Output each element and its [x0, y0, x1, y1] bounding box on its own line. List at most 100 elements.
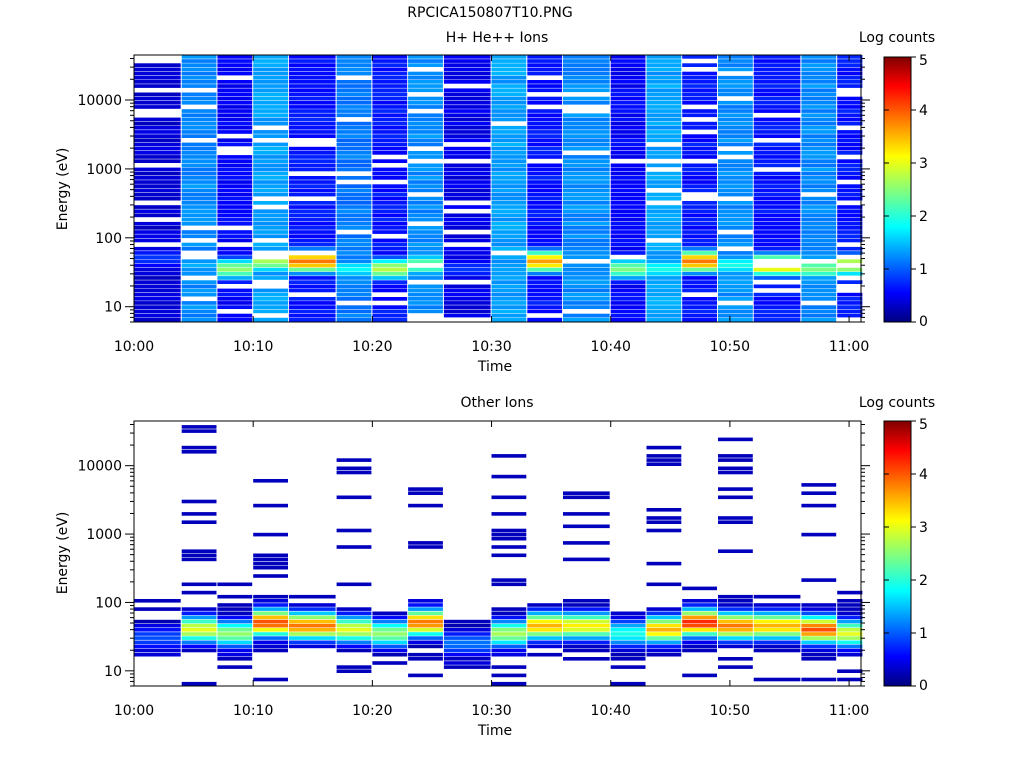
heatmap-cell [718, 121, 753, 126]
heatmap-cell [527, 305, 563, 309]
heatmap-cell [801, 263, 837, 268]
heatmap-cell [491, 142, 527, 147]
heatmap-cell [718, 84, 753, 88]
heatmap-cell [372, 75, 408, 80]
heatmap-cell [491, 163, 527, 168]
heatmap-cell [646, 59, 682, 63]
heatmap-cell [253, 100, 288, 105]
heatmap-cell [646, 297, 682, 301]
heatmap-cell [134, 205, 181, 209]
heatmap-cell [837, 105, 863, 109]
heatmap-cell [718, 75, 753, 80]
heatmap-cell [288, 246, 336, 251]
heatmap-cell [610, 242, 646, 247]
heatmap-cell [134, 644, 181, 649]
heatmap-cell [217, 80, 253, 84]
heatmap-cell [181, 159, 217, 163]
heatmap-cell [372, 142, 408, 147]
heatmap-cell [801, 55, 837, 59]
heatmap-cell [837, 167, 863, 172]
heatmap-cell [563, 180, 610, 184]
heatmap-cell [801, 188, 837, 193]
heatmap-cell [288, 213, 336, 218]
heatmap-cell [372, 105, 408, 109]
heatmap-cell [443, 644, 491, 649]
heatmap-cell [253, 142, 288, 147]
heatmap-cell [181, 450, 217, 454]
heatmap-cell [610, 180, 646, 184]
colorbar-ticks: 0 1 2 3 4 5 [884, 53, 928, 330]
heatmap-cell [408, 176, 443, 180]
heatmap-cell [134, 280, 181, 284]
heatmap-cell [563, 130, 610, 134]
heatmap-cell [801, 155, 837, 159]
heatmap-cell [408, 541, 443, 545]
heatmap-cell [408, 84, 443, 88]
heatmap-cell [181, 230, 217, 234]
heatmap-cell [336, 130, 372, 134]
heatmap-cell [408, 292, 443, 297]
heatmap-cell [253, 163, 288, 168]
heatmap-cell [801, 88, 837, 93]
heatmap-cell [491, 134, 527, 138]
heatmap-cell [288, 163, 336, 168]
heatmap-cell [753, 109, 801, 113]
heatmap-cell [646, 623, 682, 628]
heatmap-cell [527, 259, 563, 264]
heatmap-cell [563, 607, 610, 611]
colorbar-tick-label: 1 [919, 262, 928, 278]
heatmap-cell [443, 292, 491, 297]
heatmap-cell [372, 280, 408, 284]
heatmap-cell [253, 263, 288, 268]
heatmap-cell [217, 259, 253, 264]
heatmap-cell [527, 217, 563, 222]
heatmap-cell [134, 251, 181, 255]
heatmap-cell [134, 309, 181, 314]
heatmap-cell [753, 134, 801, 138]
heatmap-cell [491, 75, 527, 80]
heatmap-cell [753, 142, 801, 147]
heatmap-cell [610, 305, 646, 309]
heatmap-cell [646, 644, 682, 649]
heatmap-cell [491, 230, 527, 234]
heatmap-cell [682, 188, 717, 193]
heatmap-cell [527, 271, 563, 276]
heatmap-cell [134, 159, 181, 163]
heatmap-cell [217, 167, 253, 172]
heatmap-cell [253, 230, 288, 234]
heatmap-cell [288, 176, 336, 180]
heatmap-cell [682, 276, 717, 280]
heatmap-cell [837, 599, 863, 603]
heatmap-cell [563, 242, 610, 247]
heatmap-cell [563, 603, 610, 607]
heatmap-cell [134, 276, 181, 280]
heatmap-cell [837, 623, 863, 628]
heatmap-cell [837, 67, 863, 72]
heatmap-cell [217, 288, 253, 293]
heatmap-cell [217, 171, 253, 176]
heatmap-cell [718, 599, 753, 603]
heatmap-cell [527, 196, 563, 201]
heatmap-cell [527, 201, 563, 205]
heatmap-cell [491, 309, 527, 314]
heatmap-cell [134, 246, 181, 251]
heatmap-cell [527, 88, 563, 93]
heatmap-cell [336, 611, 372, 616]
heatmap-cell [491, 301, 527, 305]
heatmap-cell [837, 71, 863, 76]
heatmap-cell [336, 242, 372, 247]
heatmap-cell [181, 201, 217, 205]
heatmap-cell [134, 63, 181, 67]
heatmap-cell [217, 138, 253, 143]
heatmap-cell [610, 96, 646, 101]
heatmap-cell [837, 305, 863, 309]
x-tick-label: 10:10 [233, 339, 273, 355]
heatmap-cell [336, 121, 372, 126]
heatmap-cell [288, 205, 336, 209]
heatmap-cell [181, 425, 217, 429]
heatmap-cell [491, 226, 527, 230]
heatmap-cells [134, 55, 863, 322]
heatmap-cell [718, 263, 753, 268]
heatmap-cell [646, 561, 682, 566]
heatmap-cell [408, 63, 443, 67]
